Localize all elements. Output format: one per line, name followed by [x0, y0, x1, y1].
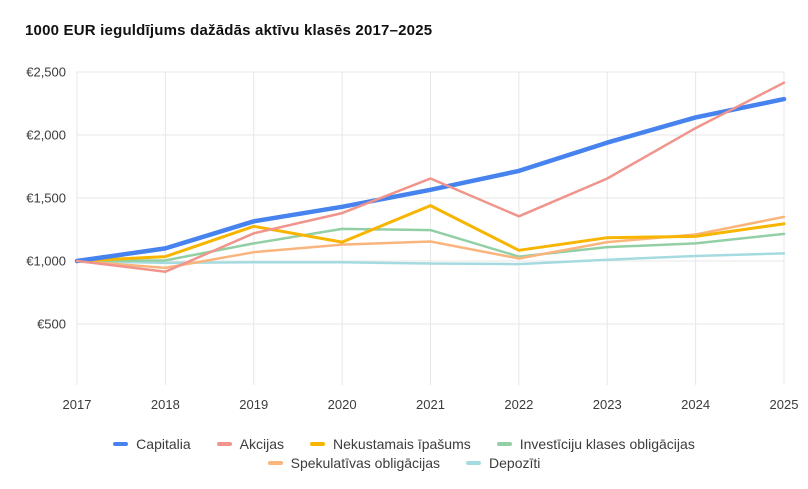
y-tick-label-2000: €2,000: [26, 128, 66, 143]
series-line-akcijas: [75, 81, 786, 273]
legend-swatch-depoz-ti: [466, 461, 482, 465]
x-tick-label-2022: 2022: [504, 397, 533, 412]
legend-label-akcijas: Akcijas: [239, 436, 285, 452]
x-tick-label-2025: 2025: [770, 397, 799, 412]
x-tick-label-2019: 2019: [239, 397, 268, 412]
legend-item-spekulat-vas-oblig-cijas[interactable]: Spekulatīvas obligācijas: [267, 455, 441, 471]
series-lines: [74, 81, 787, 273]
legend-swatch-nekustamais-pa-ums: [310, 442, 326, 446]
x-tick-label-2020: 2020: [328, 397, 357, 412]
gridlines: [76, 71, 785, 385]
legend-swatch-spekulat-vas-oblig-cijas: [267, 461, 283, 465]
x-tick-label-2023: 2023: [593, 397, 622, 412]
legend-item-capitalia[interactable]: Capitalia: [113, 436, 191, 452]
legend-item-nekustamais-pa-ums[interactable]: Nekustamais īpašums: [310, 436, 471, 452]
legend-row-2: Spekulatīvas obligācijas Depozīti: [267, 455, 540, 471]
series-line-capitalia: [74, 96, 787, 264]
legend-row-1: Capitalia Akcijas Nekustamais īpašums Inves…: [113, 436, 695, 452]
legend-label-capitalia: Capitalia: [136, 436, 191, 452]
x-tick-label-2018: 2018: [151, 397, 180, 412]
legend-label-depoz-ti: Depozīti: [489, 455, 541, 471]
legend-swatch-akcijas: [216, 442, 232, 446]
line-chart-plot: €500 €1,000 €1,500 €2,000 €2,500 2017 2018 2019…: [26, 65, 798, 413]
x-tick-label-2021: 2021: [416, 397, 445, 412]
series-line-invest-ciju-klases-oblig-cijas: [75, 227, 786, 263]
legend-label-nekustamais-pa-ums: Nekustamais īpašums: [333, 436, 471, 452]
legend-item-depoz-ti[interactable]: Depozīti: [466, 455, 540, 471]
legend-label-invest-ciju-klases-oblig-cijas: Investīciju klases obligācijas: [519, 436, 695, 452]
chart-title: 1000 EUR ieguldījums dažādās aktīvu klas…: [25, 22, 433, 39]
x-tick-label-2024: 2024: [681, 397, 710, 412]
y-tick-label-1000: €1,000: [26, 254, 66, 269]
legend-item-akcijas[interactable]: Akcijas: [216, 436, 285, 452]
series-line-nekustamais-pa-ums: [75, 204, 786, 263]
legend-label-spekulat-vas-oblig-cijas: Spekulatīvas obligācijas: [290, 455, 441, 471]
legend-item-invest-ciju-klases-oblig-cijas[interactable]: Investīciju klases obligācijas: [496, 436, 695, 452]
y-tick-label-500: €500: [37, 317, 66, 332]
axis-tick-labels: €500 €1,000 €1,500 €2,000 €2,500 2017 2018 2019…: [26, 65, 798, 413]
legend-swatch-capitalia: [113, 442, 129, 446]
y-tick-label-2500: €2,500: [26, 65, 66, 80]
y-tick-label-1500: €1,500: [26, 191, 66, 206]
x-tick-label-2017: 2017: [63, 397, 92, 412]
legend-swatch-invest-ciju-klases-oblig-cijas: [496, 442, 512, 446]
chart-legend: Capitalia Akcijas Nekustamais īpašums Inves…: [0, 436, 808, 471]
